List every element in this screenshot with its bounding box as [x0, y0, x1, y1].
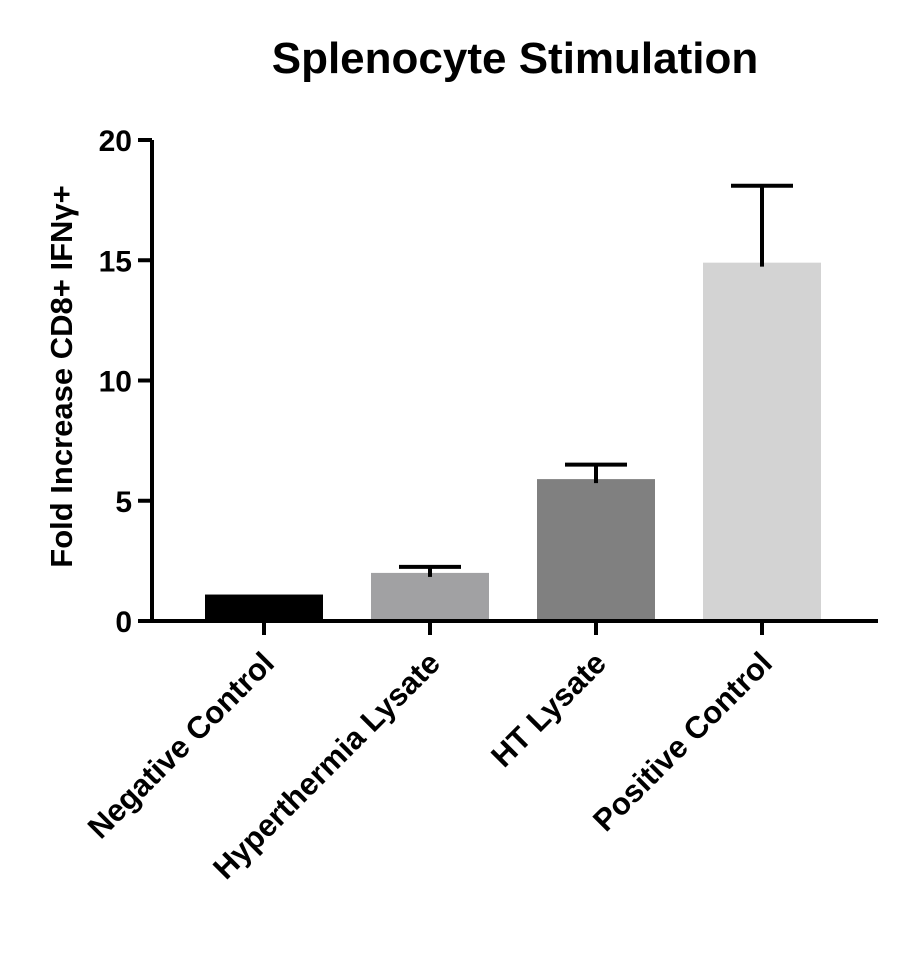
bar: [371, 572, 489, 621]
bar: [205, 594, 323, 621]
y-tick-label: 20: [99, 125, 132, 158]
bar: [537, 479, 655, 621]
bars-layer: [205, 262, 821, 621]
y-tick-label: 5: [115, 486, 132, 519]
error-bars-layer: [399, 183, 793, 577]
bar: [703, 262, 821, 621]
y-axis-title: Fold Increase CD8+ IFNγ+: [44, 185, 79, 567]
chart-title: Splenocyte Stimulation: [271, 34, 759, 83]
x-tick-label: Positive Control: [586, 645, 779, 838]
x-tick-label: HT Lysate: [484, 645, 613, 774]
y-ticks-layer: 0 5 10 15 20: [99, 125, 152, 639]
y-tick-label: 15: [99, 245, 132, 278]
y-tick-label: 0: [115, 606, 132, 639]
y-tick-label: 10: [99, 366, 132, 399]
